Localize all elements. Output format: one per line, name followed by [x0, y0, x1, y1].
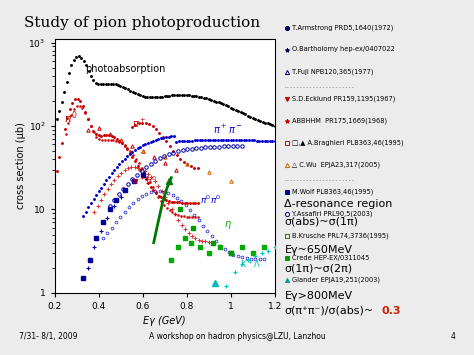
Text: Δ-resonance region: Δ-resonance region — [284, 199, 393, 209]
Text: Y.Assafiri PRL90,5(2003): Y.Assafiri PRL90,5(2003) — [292, 211, 373, 217]
Text: $\pi^0\pi^0$: $\pi^0\pi^0$ — [200, 194, 221, 206]
Y-axis label: cross section (μb): cross section (μb) — [16, 122, 26, 209]
Text: Study of pion photoproduction: Study of pion photoproduction — [24, 16, 260, 30]
Text: Crede HEP-EX/0311045: Crede HEP-EX/0311045 — [292, 255, 369, 261]
Text: B.Krusche PRL74,3736(1995): B.Krusche PRL74,3736(1995) — [292, 233, 389, 239]
Text: A workshop on hadron physics@LZU, Lanzhou: A workshop on hadron physics@LZU, Lanzho… — [149, 332, 325, 341]
Text: □,▲ A.Braghieri PLB363,46(1995): □,▲ A.Braghieri PLB363,46(1995) — [292, 140, 403, 146]
Text: $\pi^+\pi^0$: $\pi^+\pi^0$ — [132, 175, 157, 187]
Text: T.Fuji NPB120,365(1977): T.Fuji NPB120,365(1977) — [292, 68, 374, 75]
Text: $K^+\Lambda$: $K^+\Lambda$ — [240, 258, 261, 270]
Text: 4: 4 — [450, 332, 455, 341]
Text: M.Wolf PLB363,46(1995): M.Wolf PLB363,46(1995) — [292, 189, 374, 195]
Text: T.Armstrong PRD5,1640(1972): T.Armstrong PRD5,1640(1972) — [292, 24, 393, 31]
Text: photoabsorption: photoabsorption — [85, 64, 166, 74]
Text: Eγ>800MeV: Eγ>800MeV — [284, 291, 353, 301]
Text: △ C.Wu  EPJA23,317(2005): △ C.Wu EPJA23,317(2005) — [292, 162, 380, 168]
Text: $\pi^0$: $\pi^0$ — [64, 110, 78, 126]
Text: $\eta$: $\eta$ — [224, 219, 232, 231]
Text: $\pi^+$: $\pi^+$ — [132, 117, 146, 130]
X-axis label: Eγ (GeV): Eγ (GeV) — [144, 316, 186, 327]
Text: σ(1π)~σ(2π): σ(1π)~σ(2π) — [284, 263, 353, 273]
Text: 0.3: 0.3 — [382, 306, 401, 316]
Text: ABBHHM  PR175,1669(1968): ABBHHM PR175,1669(1968) — [292, 118, 387, 124]
Text: ----------------------: ---------------------- — [283, 179, 355, 184]
Text: Eγ~650MeV: Eγ~650MeV — [284, 245, 352, 255]
Text: σ(abs)~σ(1π): σ(abs)~σ(1π) — [284, 217, 358, 227]
Text: 7/31- 8/1, 2009: 7/31- 8/1, 2009 — [19, 332, 77, 341]
Text: Glander EPJA19,251(2003): Glander EPJA19,251(2003) — [292, 277, 380, 283]
Text: O.Bartholomy hep-ex/0407022: O.Bartholomy hep-ex/0407022 — [292, 47, 395, 52]
Text: S.D.Ecklund PR159,1195(1967): S.D.Ecklund PR159,1195(1967) — [292, 95, 395, 102]
Text: σ(π⁺π⁻)/σ(abs)~: σ(π⁺π⁻)/σ(abs)~ — [284, 306, 374, 316]
Text: $\pi^+\pi^-$: $\pi^+\pi^-$ — [213, 123, 243, 136]
Text: ----------------------: ---------------------- — [283, 85, 355, 90]
